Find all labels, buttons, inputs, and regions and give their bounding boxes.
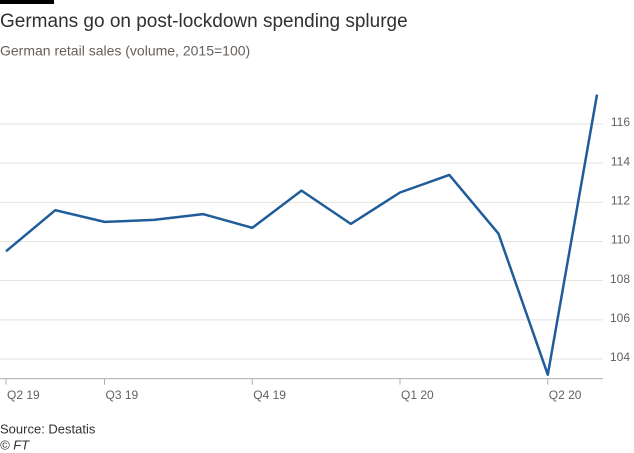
y-tick-label: 114 (611, 154, 630, 168)
chart-subtitle: German retail sales (volume, 2015=100) (0, 43, 250, 59)
credit: © FT (0, 437, 30, 452)
y-tick-label: 106 (610, 311, 630, 325)
y-tick-label: 108 (610, 272, 630, 286)
x-tick-label: Q2 19 (7, 388, 40, 402)
x-tick-label: Q1 20 (401, 388, 434, 402)
source: Source: Destatis (0, 421, 96, 436)
brand-bar (0, 0, 54, 4)
x-tick-label: Q2 20 (549, 388, 582, 402)
y-tick-label: 116 (611, 115, 630, 129)
x-tick-label: Q4 19 (253, 388, 286, 402)
y-tick-label: 104 (610, 350, 630, 364)
x-tick-label: Q3 19 (106, 388, 139, 402)
plot: 104 106 108 110 112 114 116 Q2 19 Q3 19 Q4 19 Q1 2… (0, 94, 630, 402)
data-line (5, 94, 599, 376)
chart-title: Germans go on post-lockdown spending spl… (0, 11, 408, 32)
y-tick-label: 110 (611, 233, 630, 247)
y-tick-label: 112 (611, 193, 630, 207)
